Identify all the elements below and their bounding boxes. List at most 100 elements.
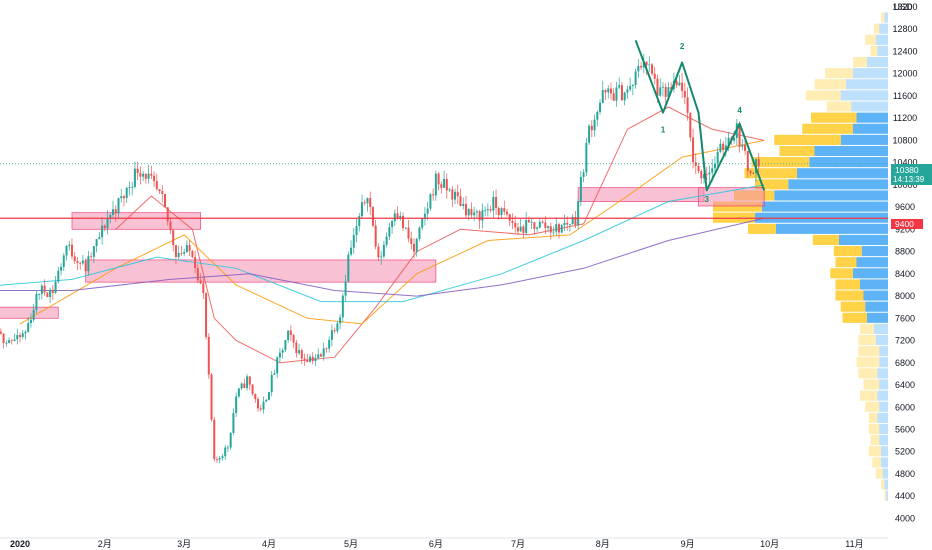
- candle-body: [631, 85, 634, 87]
- vp-up-bar: [856, 112, 888, 123]
- candle-body: [363, 202, 366, 204]
- vp-up-bar: [840, 90, 888, 101]
- candle-body: [210, 374, 213, 420]
- vp-down-bar: [814, 79, 846, 90]
- candle-body: [95, 239, 98, 247]
- candle-body: [194, 257, 197, 269]
- candle-body: [415, 238, 418, 252]
- candle-body: [757, 159, 760, 167]
- candle-body: [705, 174, 708, 175]
- candle-body: [139, 172, 142, 177]
- candle-body: [385, 236, 388, 245]
- candle-body: [147, 173, 150, 179]
- y-tick-label: 4000: [895, 513, 915, 523]
- candle-body: [651, 64, 654, 74]
- y-tick-label: 10400: [892, 158, 917, 168]
- candle-body: [221, 456, 224, 458]
- candle-body: [166, 207, 169, 222]
- candle-body: [60, 267, 63, 271]
- vp-up-bar: [881, 457, 888, 468]
- candle-body: [21, 333, 24, 338]
- level-price-tag: 9400: [891, 219, 923, 229]
- vp-up-bar: [881, 446, 888, 457]
- vp-down-bar: [853, 56, 867, 68]
- candle-body: [240, 383, 243, 389]
- vp-up-bar: [853, 268, 888, 279]
- candle-body: [369, 198, 372, 208]
- x-tick-label: 4月: [262, 539, 276, 549]
- x-tick-label: 2020: [10, 539, 30, 549]
- candle-body: [380, 256, 383, 258]
- candle-body: [196, 268, 199, 281]
- zone-box: [0, 306, 59, 319]
- candle-body: [713, 163, 716, 169]
- candle-body: [648, 64, 651, 66]
- vp-up-bar: [867, 56, 888, 68]
- vp-up-bar: [762, 201, 888, 212]
- y-tick-label: 11600: [893, 91, 917, 101]
- candle-body: [752, 173, 755, 174]
- candle-body: [19, 335, 21, 338]
- candle-body: [341, 295, 344, 318]
- candle-body: [604, 90, 607, 93]
- candle-body: [681, 82, 684, 91]
- candle-body: [656, 78, 659, 96]
- candle-body: [467, 208, 470, 216]
- candle-body: [470, 208, 473, 216]
- vp-up-bar: [867, 312, 888, 323]
- vp-down-bar: [884, 490, 887, 501]
- candle-body: [287, 330, 290, 341]
- vp-down-bar: [830, 268, 853, 279]
- candle-body: [142, 173, 145, 177]
- candle-body: [541, 221, 544, 223]
- candle-body: [711, 168, 714, 173]
- candle-body: [229, 432, 232, 448]
- candle-body: [284, 340, 287, 350]
- candle-body: [692, 137, 695, 163]
- candle-body: [391, 221, 394, 228]
- vp-down-bar: [874, 23, 880, 34]
- candle-body: [552, 231, 555, 233]
- candle-body: [637, 66, 640, 72]
- vp-down-bar: [870, 45, 878, 56]
- candle-body: [429, 194, 432, 209]
- vp-down-bar: [774, 134, 841, 145]
- vp-up-bar: [809, 157, 888, 168]
- y-tick-label: 6000: [895, 402, 915, 412]
- candle-body: [325, 348, 328, 350]
- vp-up-bar: [886, 490, 888, 501]
- candle-body: [303, 358, 306, 360]
- candle-body: [462, 203, 465, 207]
- candle-body: [117, 198, 120, 214]
- candle-body: [224, 447, 227, 457]
- candle-body: [311, 356, 314, 362]
- candle-body: [62, 255, 65, 268]
- candle-body: [423, 213, 426, 219]
- vp-down-bar: [779, 145, 815, 157]
- y-tick-label: 5600: [895, 425, 915, 435]
- candle-body: [371, 207, 374, 226]
- vp-down-bar: [860, 323, 874, 334]
- y-tick-label: 13200: [892, 2, 917, 12]
- vp-down-bar: [872, 457, 881, 468]
- candle-body: [432, 194, 435, 196]
- candle-body: [202, 283, 205, 294]
- candle-body: [522, 226, 525, 233]
- candle-body: [388, 227, 391, 237]
- candle-body: [418, 227, 421, 239]
- candle-body: [243, 383, 246, 389]
- candle-body: [659, 87, 662, 96]
- candle-body: [84, 260, 87, 272]
- price-axis[interactable]: 13200 12800 12400 12000 11600 11200 10800 10400…: [892, 2, 917, 524]
- candle-body: [278, 352, 281, 358]
- candle-body: [309, 356, 312, 362]
- candle-body: [13, 339, 16, 341]
- vp-up-bar: [879, 346, 888, 357]
- x-tick-label: 8月: [596, 539, 610, 549]
- candle-body: [421, 218, 424, 228]
- candle-body: [508, 214, 511, 221]
- candle-body: [623, 92, 626, 101]
- time-axis[interactable]: 2020 2月 3月 4月 5月 6月 7月 8月 9月 10月 11月: [0, 537, 888, 549]
- candle-body: [464, 203, 467, 216]
